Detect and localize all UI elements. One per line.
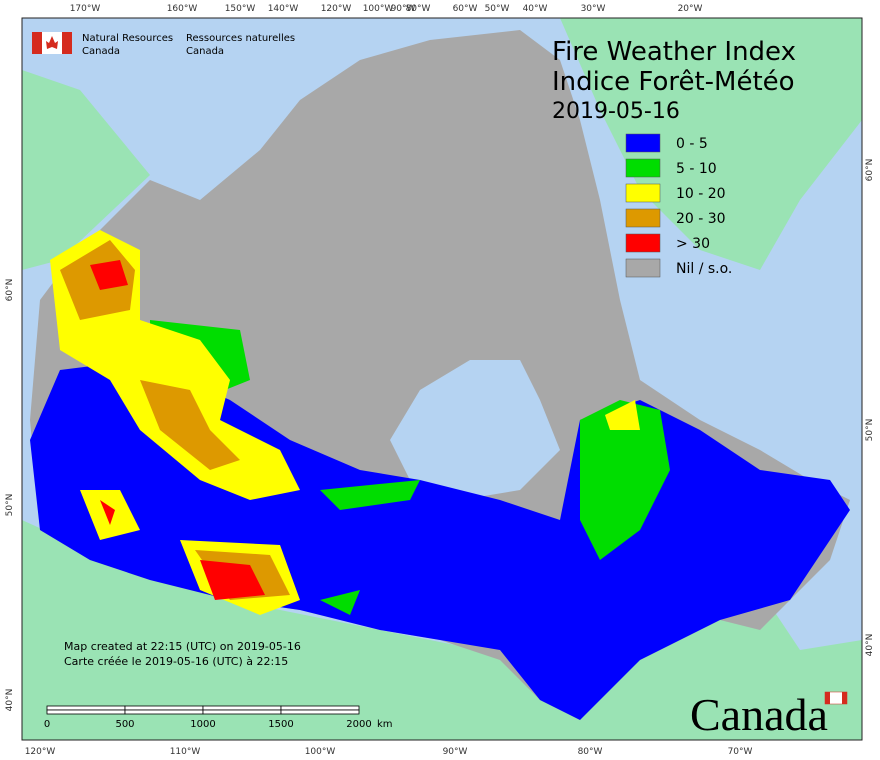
lon-label-top: 160°W xyxy=(167,4,198,14)
lon-label-top: 30°W xyxy=(581,4,606,14)
lat-label-right: 50°N xyxy=(865,419,875,442)
title-date: 2019-05-16 xyxy=(552,99,680,124)
fwi-zone-very-high xyxy=(60,240,290,600)
wordmark-flag-bar xyxy=(842,692,847,704)
scale-label: 0 xyxy=(44,719,50,730)
scale-segment xyxy=(46,705,126,711)
scale-segment xyxy=(280,709,360,715)
legend-label: 0 - 5 xyxy=(676,136,708,152)
wordmark: Canada xyxy=(690,689,828,740)
lon-label-top: 40°W xyxy=(523,4,548,14)
lon-label-top: 170°W xyxy=(70,4,101,14)
legend-swatch xyxy=(625,158,661,178)
flag-bar xyxy=(62,32,72,54)
scale-label: 2000 xyxy=(346,719,371,730)
legend-swatch xyxy=(625,208,661,228)
legend-swatch xyxy=(625,258,661,278)
lon-label-bottom: 110°W xyxy=(170,747,201,757)
lat-label-left: 40°N xyxy=(5,689,15,712)
scale-segment xyxy=(202,709,282,715)
legend-label: Nil / s.o. xyxy=(676,261,732,277)
flag-bar xyxy=(32,32,42,54)
lat-label-left: 60°N xyxy=(5,279,15,302)
lon-label-bottom: 120°W xyxy=(25,747,56,757)
greenland xyxy=(560,18,862,270)
legend-label: 5 - 10 xyxy=(676,161,717,177)
lon-label-bottom: 90°W xyxy=(443,747,468,757)
agency-en: Natural Resources xyxy=(82,33,173,44)
lat-label-right: 40°N xyxy=(865,634,875,657)
lon-label-top: 20°W xyxy=(678,4,703,14)
lat-label-right: 60°N xyxy=(865,159,875,182)
scale-label: 500 xyxy=(115,719,134,730)
legend-swatch xyxy=(625,133,661,153)
lon-label-bottom: 100°W xyxy=(305,747,336,757)
scale-segment xyxy=(124,705,204,711)
footer-en: Map created at 22:15 (UTC) on 2019-05-16 xyxy=(64,640,301,653)
graticule-labels: 170°W 160°W 150°W 140°W 120°W 100°W90°W80°W 60… xyxy=(5,4,875,757)
lon-label-top: 150°W xyxy=(225,4,256,14)
scale-segment xyxy=(46,709,126,715)
lon-label-bottom: 80°W xyxy=(578,747,603,757)
legend-label: > 30 xyxy=(676,236,710,252)
legend-swatch xyxy=(625,183,661,203)
scale-label: 1000 xyxy=(190,719,215,730)
scale-unit: km xyxy=(377,719,393,730)
scale-segment xyxy=(202,705,282,711)
scale-bar: 0 500 1000 1500 2000 km xyxy=(44,705,393,730)
legend: 0 - 5 5 - 10 10 - 20 20 - 30 > 30 Nil / s.o. xyxy=(625,133,732,278)
lat-label-left: 50°N xyxy=(5,494,15,517)
legend-label: 10 - 20 xyxy=(676,186,726,202)
agency-fr: Ressources naturelles xyxy=(186,33,295,44)
legend-swatch xyxy=(625,233,661,253)
lon-label-top: 50°W xyxy=(485,4,510,14)
lon-label-top: 120°W xyxy=(321,4,352,14)
scale-label: 1500 xyxy=(268,719,293,730)
legend-label: 20 - 30 xyxy=(676,211,726,227)
hudson-bay xyxy=(390,360,560,500)
map-frame xyxy=(21,17,863,741)
lon-label-top: 100°W xyxy=(363,4,394,14)
alaska xyxy=(22,70,150,270)
agency-en: Canada xyxy=(82,46,120,57)
lon-label-top: 140°W xyxy=(268,4,299,14)
fwi-zone-extreme xyxy=(90,260,265,600)
lon-label-top: 90°W xyxy=(391,4,416,14)
scale-segment xyxy=(280,705,360,711)
title-en: Fire Weather Index xyxy=(552,37,796,67)
wordmark-flag-bar xyxy=(825,692,830,704)
lon-label-top: 60°W xyxy=(453,4,478,14)
title-fr: Indice Forêt-Météo xyxy=(552,67,795,97)
lon-label-bottom: 70°W xyxy=(728,747,753,757)
lon-label-top: 80°W xyxy=(406,4,431,14)
scale-segment xyxy=(124,709,204,715)
footer-fr: Carte créée le 2019-05-16 (UTC) à 22:15 xyxy=(64,655,288,668)
maple-leaf xyxy=(46,36,58,49)
agency-fr: Canada xyxy=(186,46,224,57)
usa xyxy=(22,520,862,740)
